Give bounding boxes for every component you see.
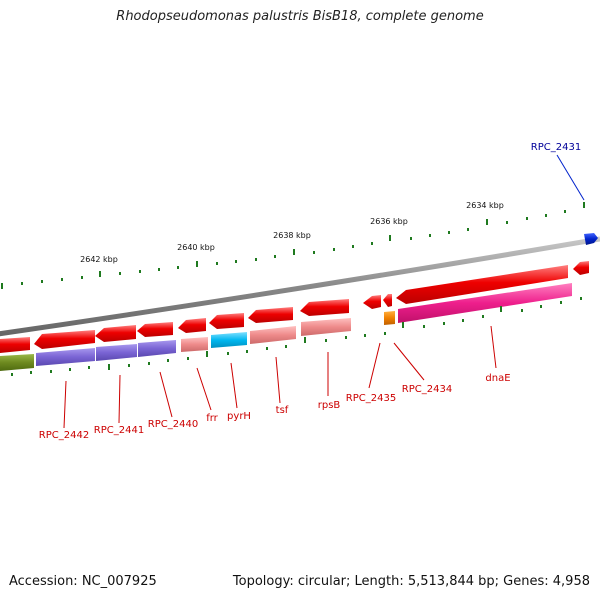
gene-label-rpc2441: RPC_2441: [94, 425, 144, 436]
gene-label-rpc2440: RPC_2440: [148, 419, 198, 430]
gene-arrow-right-edge[interactable]: [573, 261, 589, 275]
scale-label-2640: 2640 kbp: [177, 243, 215, 252]
label-leader-lines: [63, 325, 497, 429]
cog-block-rpsB: [301, 318, 351, 336]
cog-block-rpc2440-a: [96, 344, 137, 361]
gene-label-rpc2442: RPC_2442: [39, 430, 89, 441]
outer-scale-ticks: [1, 202, 585, 289]
gene-label-rpc2435: RPC_2435: [346, 393, 396, 404]
rpc2431-leader-line: [556, 154, 585, 201]
cog-block-olive: [0, 354, 34, 371]
gene-arrow-rpc2440[interactable]: [95, 325, 136, 342]
genome-summary-text: Topology: circular; Length: 5,513,844 bp…: [232, 574, 590, 589]
gene-label-group: RPC_2442 RPC_2441 RPC_2440 frr pyrH tsf …: [39, 373, 511, 441]
genome-backbone-arc: [0, 236, 600, 337]
gene-arrow-frr[interactable]: [178, 318, 206, 333]
scale-label-2636: 2636 kbp: [370, 217, 408, 226]
cog-block-dnaE: [398, 283, 572, 323]
gene-label-rpsB: rpsB: [318, 400, 341, 411]
gene-label-rpc2431: RPC_2431: [531, 142, 581, 153]
scale-label-2634: 2634 kbp: [466, 201, 504, 210]
gene-arrow-frr-region[interactable]: [137, 322, 173, 337]
inner-scale-ticks: [11, 297, 582, 376]
gene-label-rpc2434: RPC_2434: [402, 384, 452, 395]
scale-label-2642: 2642 kbp: [80, 255, 118, 264]
gene-arrow-tsf[interactable]: [248, 307, 293, 323]
accession-text: Accession: NC_007925: [9, 574, 157, 589]
scale-label-2638: 2638 kbp: [273, 231, 311, 240]
gene-label-dnaE: dnaE: [485, 373, 510, 384]
cog-block-tsf: [250, 326, 296, 344]
cog-block-rpc2440-b: [138, 340, 176, 357]
gene-label-frr: frr: [206, 413, 218, 424]
cog-block-pyrH: [211, 332, 247, 348]
gene-arrow-rpsB[interactable]: [300, 299, 349, 316]
gene-rpc2431[interactable]: [584, 233, 598, 245]
cog-block-rpc2441: [36, 348, 95, 366]
gene-arrow-pyrH[interactable]: [209, 313, 244, 329]
gene-arrow-dnaE[interactable]: [396, 265, 568, 304]
gene-arrow-rpc2434[interactable]: [383, 294, 392, 307]
gene-label-tsf: tsf: [276, 405, 289, 416]
cog-block-frr: [181, 337, 208, 352]
map-title: Rhodopseudomonas palustris BisB18, compl…: [116, 9, 484, 24]
gene-arrow-rpc2435[interactable]: [363, 295, 381, 309]
gene-arrow-rpc2442[interactable]: [0, 337, 30, 353]
cog-category-track: [0, 283, 572, 371]
cog-block-rpc2434: [384, 311, 395, 325]
gene-label-pyrH: pyrH: [227, 411, 251, 422]
cds-strand-track: [0, 261, 589, 353]
gene-arrow-rpc2441[interactable]: [34, 330, 95, 349]
